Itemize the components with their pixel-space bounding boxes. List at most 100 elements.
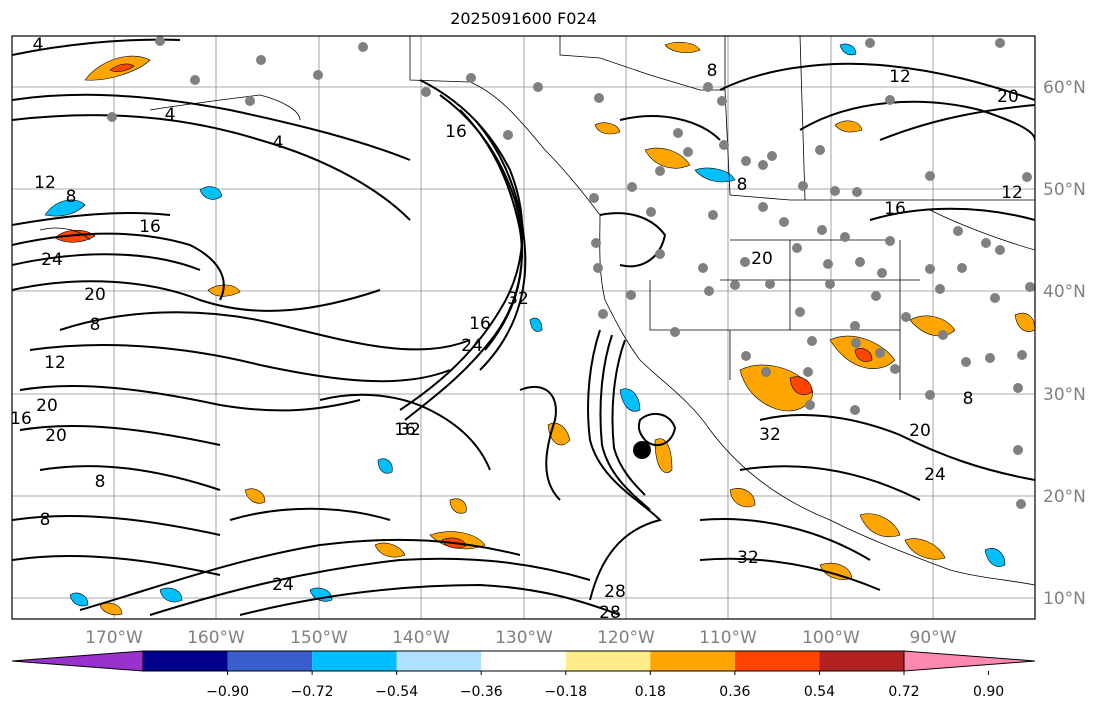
- colorbar-segment: [734, 651, 820, 671]
- shade-negative: [984, 548, 1006, 567]
- contour-label: 20: [997, 87, 1019, 107]
- colorbar-tick-label: 0.90: [973, 684, 1004, 700]
- colorbar-segment: [143, 651, 228, 671]
- shaded-fields: [44, 41, 1035, 616]
- longitude-label: 100°W: [802, 628, 860, 648]
- longitude-label: 160°W: [187, 628, 245, 648]
- shade-positive: [654, 438, 673, 473]
- colorbar-segment: [396, 651, 482, 671]
- shade-positive: [819, 562, 853, 580]
- contour-label: 16: [445, 122, 467, 142]
- shade-strong-positive: [854, 348, 873, 362]
- contour-label: 16: [10, 409, 32, 429]
- contour-label: 24: [41, 250, 63, 270]
- colorbar-tick-label: 0.72: [888, 684, 919, 700]
- shade-negative: [694, 167, 736, 183]
- station-markers: [107, 36, 1035, 509]
- colorbar-tick-label: −0.90: [206, 684, 249, 700]
- contour-label: 8: [707, 61, 718, 81]
- colorbar-segment: [312, 651, 397, 671]
- shade-positive: [449, 498, 467, 514]
- contour-label: 12: [1001, 183, 1023, 203]
- shade-negative: [159, 587, 183, 603]
- shade-negative: [199, 186, 223, 200]
- shade-positive: [729, 488, 756, 508]
- contour-label: 16: [884, 199, 906, 219]
- contour-label: 12: [889, 67, 911, 87]
- contour-label: 4: [33, 35, 44, 55]
- shade-strong-positive: [109, 63, 135, 72]
- colorbar-tick-label: 0.18: [635, 684, 666, 700]
- latitude-labels: 60°N 50°N 40°N 30°N 20°N 10°N: [1043, 78, 1086, 609]
- longitude-label: 170°W: [85, 628, 143, 648]
- longitude-label: 90°W: [910, 628, 957, 648]
- shade-negative: [69, 592, 89, 607]
- contour-label: 28: [599, 603, 621, 623]
- contour-label: 32: [399, 420, 421, 440]
- shade-negative: [44, 199, 86, 217]
- shade-positive: [374, 542, 406, 558]
- colorbar-tick-label: −0.36: [460, 684, 503, 700]
- contour-label: 24: [461, 336, 483, 356]
- longitude-label: 150°W: [290, 628, 348, 648]
- shade-positive: [664, 41, 701, 54]
- colorbar-segment: [565, 651, 651, 671]
- shade-positive: [644, 147, 691, 169]
- colorbar-extend-low: [11, 650, 144, 672]
- colorbar-tick-label: −0.72: [291, 684, 334, 700]
- shade-strong-positive: [789, 376, 813, 395]
- latitude-label: 30°N: [1043, 385, 1086, 405]
- shade-negative: [529, 317, 543, 332]
- contour-label: 16: [469, 314, 491, 334]
- contour-label: 12: [34, 173, 56, 193]
- contour-label: 24: [272, 575, 294, 595]
- contour-label: 28: [604, 582, 626, 602]
- contour-label: 8: [737, 175, 748, 195]
- shade-negative: [619, 388, 641, 412]
- colorbar: [11, 650, 1036, 672]
- longitude-label: 140°W: [392, 628, 450, 648]
- contour-label: 32: [759, 425, 781, 445]
- shade-positive: [547, 422, 571, 446]
- contour-label: 8: [95, 472, 106, 492]
- graticule: [12, 36, 1035, 619]
- longitude-label: 110°W: [699, 628, 757, 648]
- coastlines: [39, 36, 1035, 586]
- colorbar-tick-label: −0.18: [544, 684, 587, 700]
- shade-positive: [594, 122, 621, 135]
- shade-positive: [244, 488, 266, 504]
- contour-label: 20: [84, 285, 106, 305]
- latitude-label: 40°N: [1043, 282, 1086, 302]
- contour-label: 32: [737, 548, 759, 568]
- latitude-label: 60°N: [1043, 78, 1086, 98]
- shade-positive: [1014, 312, 1035, 332]
- contour-label: 4: [273, 133, 284, 153]
- contour-label: 16: [139, 217, 161, 237]
- colorbar-tick-label: 0.36: [719, 684, 750, 700]
- shade-negative: [839, 43, 857, 56]
- contour-label: 8: [66, 187, 77, 207]
- contour-label: 16: [394, 420, 416, 440]
- shade-negative: [377, 458, 393, 474]
- colorbar-segment: [819, 651, 904, 671]
- contour-label: 8: [963, 389, 974, 409]
- shade-positive: [859, 513, 901, 538]
- longitude-label: 120°W: [597, 628, 655, 648]
- colorbar-tick-labels: −0.90 −0.72 −0.54 −0.36 −0.18 0.18 0.36 0.54 0.7…: [206, 671, 1004, 700]
- latitude-label: 20°N: [1043, 487, 1086, 507]
- longitude-label: 130°W: [495, 628, 553, 648]
- colorbar-extend-high: [903, 650, 1036, 672]
- contour-label: 20: [45, 426, 67, 446]
- colorbar-tick-label: 0.54: [804, 684, 835, 700]
- map-border: [11, 35, 1036, 620]
- shade-strong-positive: [54, 229, 96, 243]
- colorbar-tick-label: −0.54: [375, 684, 418, 700]
- latitude-label: 50°N: [1043, 180, 1086, 200]
- colorbar-segment: [481, 651, 566, 671]
- contour-label: 8: [90, 315, 101, 335]
- contour-label: 20: [909, 421, 931, 441]
- longitude-labels: 170°W 160°W 150°W 140°W 130°W 120°W 110°W 100°W…: [85, 628, 957, 648]
- contour-label: 20: [36, 396, 58, 416]
- colorbar-outline: [142, 650, 905, 672]
